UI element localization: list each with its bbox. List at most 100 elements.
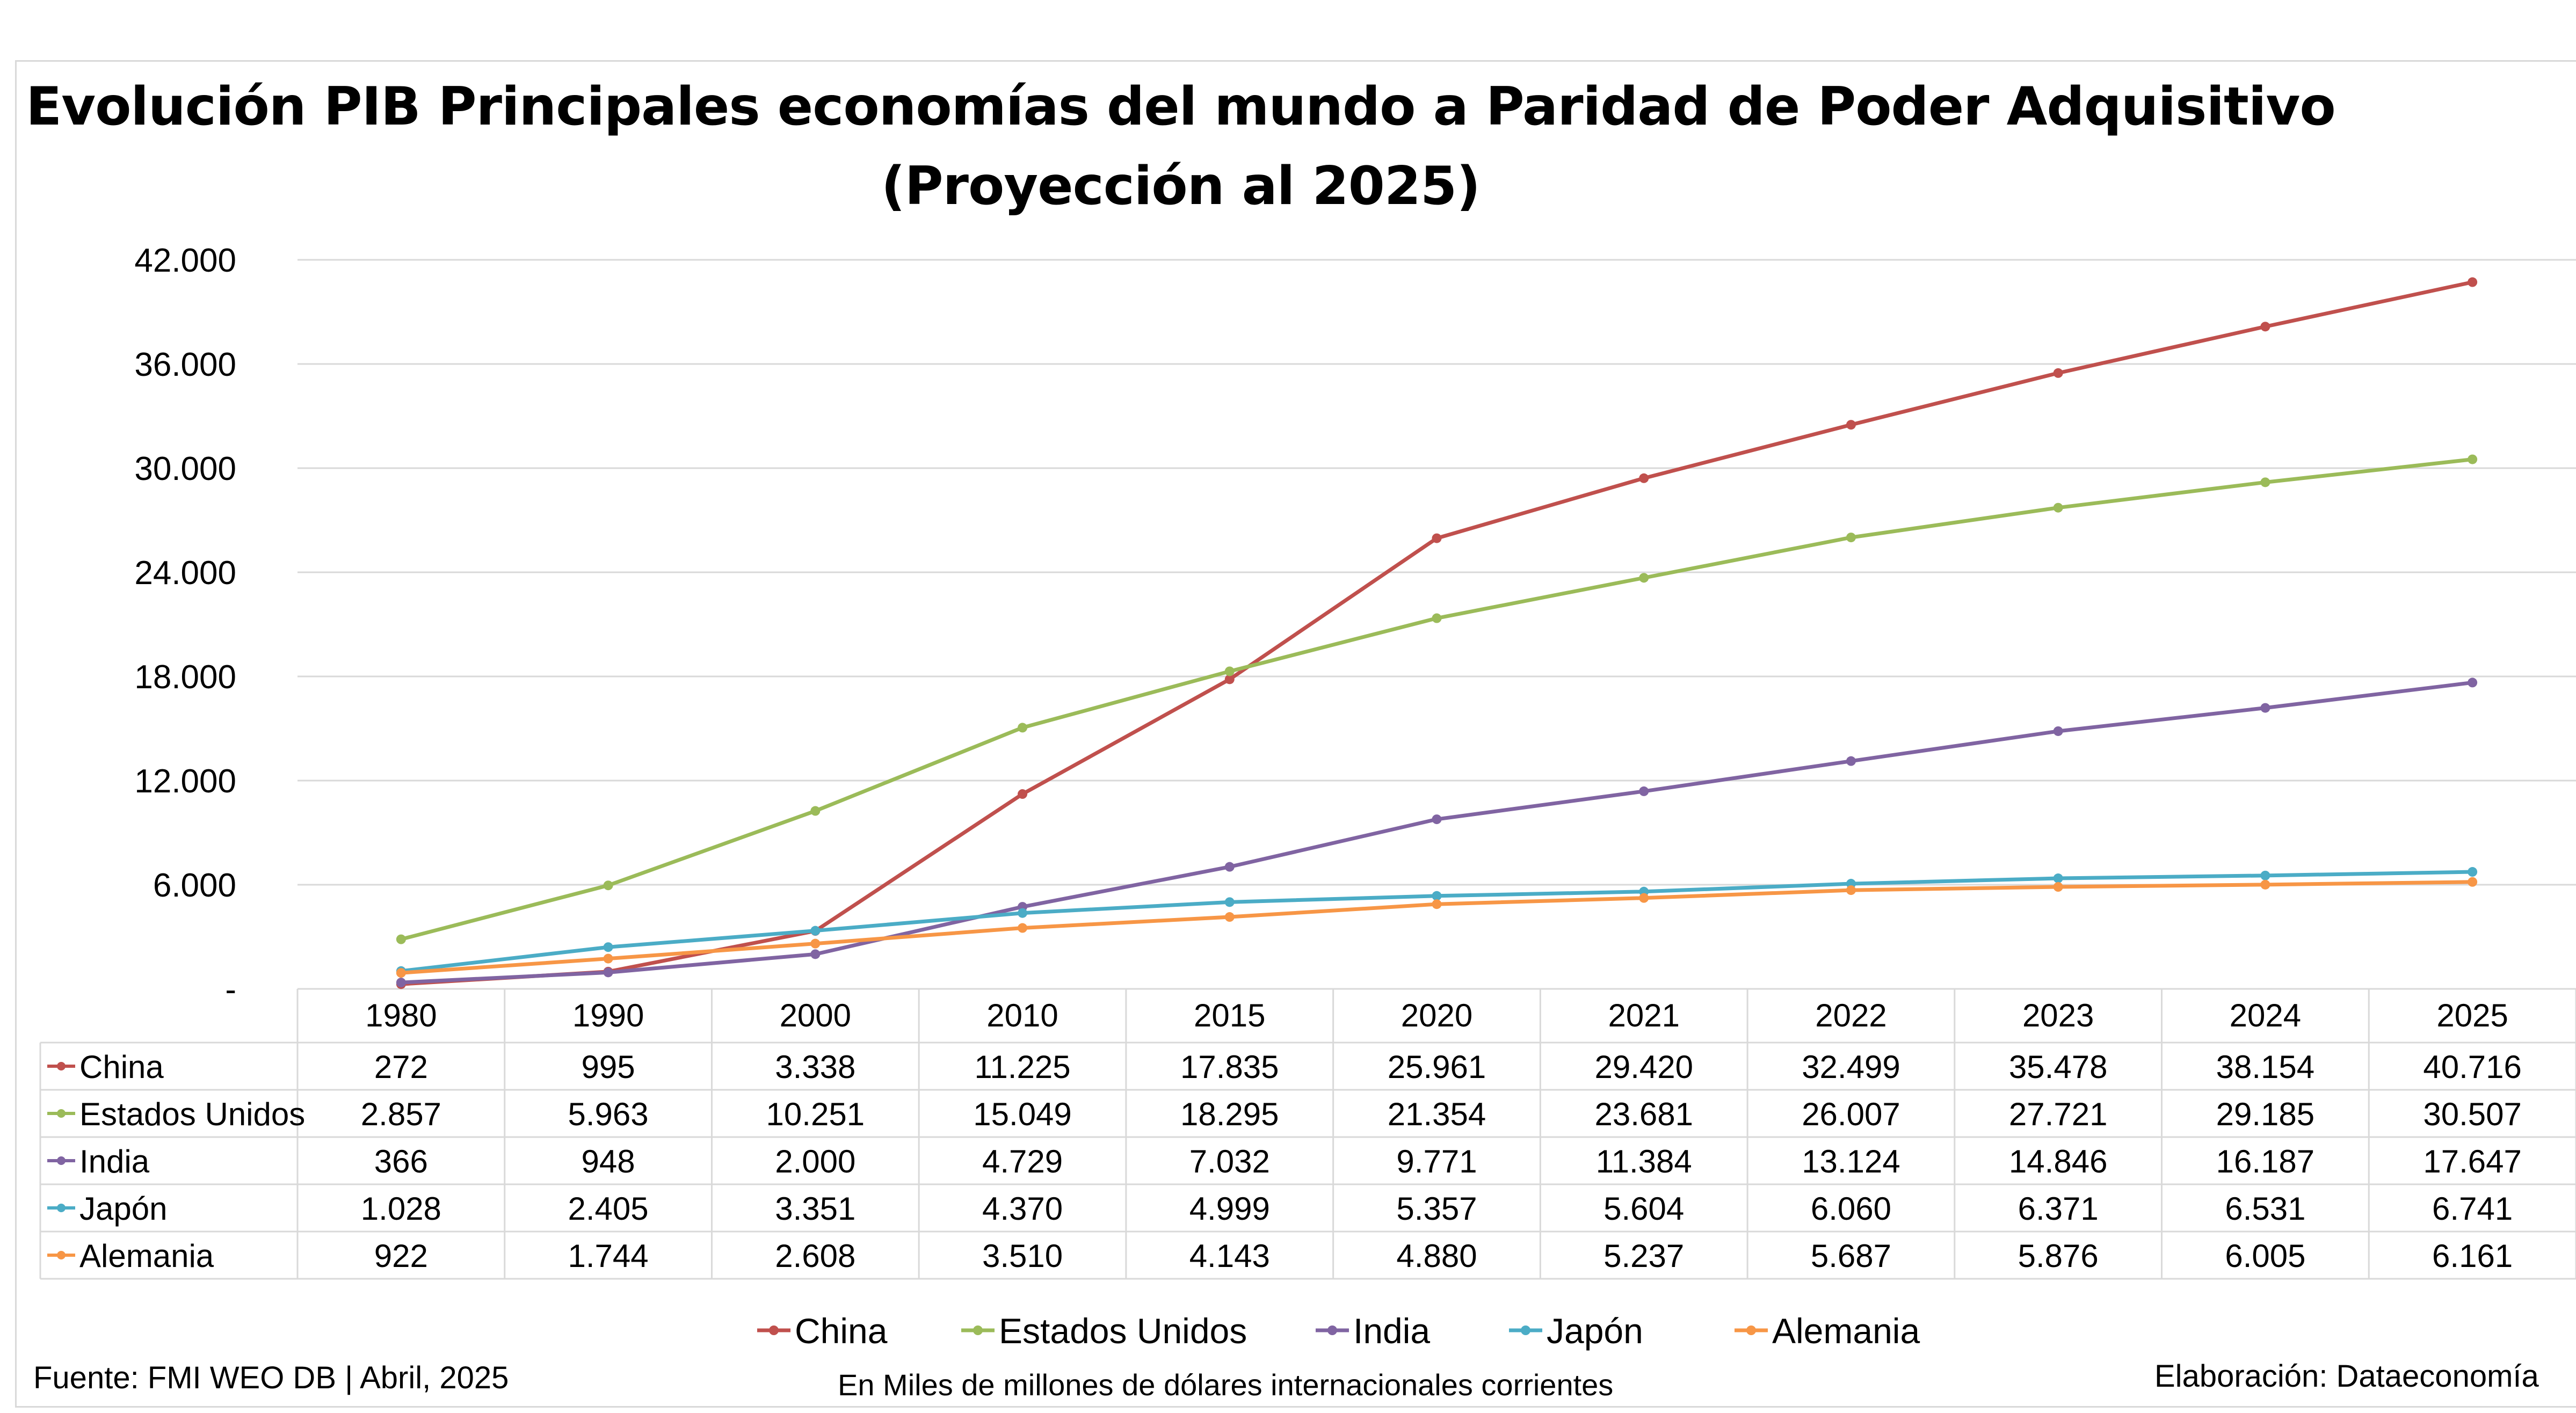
legend-marker	[769, 1325, 779, 1335]
data-label: 2.000	[775, 1143, 855, 1179]
x-tick-label: 2023	[2022, 997, 2094, 1033]
data-label: 5.237	[1603, 1238, 1684, 1274]
data-label: 2.405	[568, 1191, 649, 1227]
data-label: 38.154	[2216, 1049, 2315, 1085]
data-label: 1.744	[568, 1238, 649, 1274]
data-point	[1639, 786, 1649, 796]
legend-label: India	[1353, 1311, 1430, 1351]
data-point	[603, 880, 613, 891]
data-point	[2468, 678, 2478, 688]
data-label: 29.420	[1594, 1049, 1693, 1085]
data-label: 948	[582, 1143, 635, 1179]
data-point	[1846, 533, 1856, 543]
data-point	[1846, 756, 1856, 766]
y-tick-label: 18.000	[134, 659, 236, 696]
data-point	[1018, 723, 1028, 733]
data-point	[1432, 533, 1442, 543]
data-point	[2053, 873, 2063, 884]
x-tick-label: 2022	[1815, 997, 1886, 1033]
table-key-marker	[57, 1156, 66, 1165]
data-label: 11.225	[975, 1049, 1071, 1085]
data-point	[396, 968, 406, 978]
data-point	[1639, 573, 1649, 583]
data-label: 366	[374, 1143, 428, 1179]
data-label: 7.032	[1189, 1143, 1270, 1179]
y-tick-label: -	[225, 971, 236, 1008]
legend-marker	[973, 1325, 983, 1335]
data-point	[2260, 879, 2270, 890]
data-label: 272	[374, 1049, 428, 1085]
legend-marker	[1746, 1325, 1756, 1335]
data-label: 35.478	[2009, 1049, 2108, 1085]
y-tick-label: 36.000	[134, 346, 236, 383]
table-series-name: India	[79, 1143, 150, 1179]
data-label: 9.771	[1396, 1143, 1477, 1179]
y-tick-label: 30.000	[134, 450, 236, 487]
data-label: 1.028	[361, 1191, 441, 1227]
x-tick-label: 2021	[1608, 997, 1679, 1033]
data-label: 16.187	[2216, 1143, 2315, 1179]
data-label: 10.251	[766, 1096, 865, 1132]
data-label: 4.880	[1396, 1238, 1477, 1274]
data-point	[810, 806, 821, 816]
data-label: 25.961	[1388, 1049, 1486, 1085]
data-point	[1018, 789, 1028, 799]
legend-marker	[1327, 1325, 1337, 1335]
x-tick-label: 2025	[2436, 997, 2508, 1033]
data-point	[2260, 703, 2270, 713]
table-series-name: Estados Unidos	[79, 1096, 305, 1132]
data-point	[2260, 322, 2270, 332]
table-key-marker	[57, 1204, 66, 1212]
table-key-marker	[57, 1109, 66, 1118]
data-point	[1432, 613, 1442, 623]
data-label: 4.370	[982, 1191, 1063, 1227]
data-label: 6.161	[2432, 1238, 2513, 1274]
data-label: 3.510	[982, 1238, 1063, 1274]
data-point	[810, 949, 821, 959]
data-label: 17.835	[1180, 1049, 1279, 1085]
data-label: 2.857	[361, 1096, 441, 1132]
data-label: 17.647	[2423, 1143, 2522, 1179]
data-point	[2468, 877, 2478, 887]
data-point	[603, 953, 613, 964]
data-label: 5.963	[568, 1096, 649, 1132]
data-point	[1432, 814, 1442, 825]
table-key-marker	[57, 1062, 66, 1070]
data-label: 3.351	[775, 1191, 855, 1227]
data-point	[2053, 502, 2063, 513]
data-label: 26.007	[1802, 1096, 1900, 1132]
data-label: 30.507	[2423, 1096, 2522, 1132]
chart-title: Evolución PIB Principales economías del …	[26, 76, 2335, 137]
data-point	[1846, 885, 1856, 895]
data-label: 40.716	[2423, 1049, 2522, 1085]
data-point	[2053, 882, 2063, 892]
data-point	[2053, 726, 2063, 736]
data-label: 32.499	[1802, 1049, 1900, 1085]
data-label: 4.999	[1189, 1191, 1270, 1227]
data-point	[2468, 867, 2478, 877]
data-label: 29.185	[2216, 1096, 2315, 1132]
data-label: 6.531	[2225, 1191, 2305, 1227]
y-tick-label: 12.000	[134, 763, 236, 800]
data-label: 6.371	[2018, 1191, 2099, 1227]
data-point	[1224, 897, 1235, 907]
data-label: 27.721	[2009, 1096, 2108, 1132]
y-tick-label: 6.000	[153, 867, 236, 904]
legend-label: Alemania	[1772, 1311, 1920, 1351]
data-point	[1432, 891, 1442, 901]
x-tick-label: 2015	[1194, 997, 1265, 1033]
chart-frame	[15, 60, 2576, 1408]
data-label: 21.354	[1388, 1096, 1486, 1132]
data-label: 5.604	[1603, 1191, 1684, 1227]
data-label: 2.608	[775, 1238, 855, 1274]
data-point	[2468, 454, 2478, 464]
table-key-marker	[57, 1251, 66, 1259]
data-point	[1224, 862, 1235, 872]
credit-note: Elaboración: Dataeconomía	[2154, 1359, 2539, 1394]
data-label: 13.124	[1802, 1143, 1900, 1179]
data-point	[603, 942, 613, 952]
data-point	[396, 978, 406, 988]
data-label: 5.357	[1396, 1191, 1477, 1227]
data-label: 922	[374, 1238, 428, 1274]
